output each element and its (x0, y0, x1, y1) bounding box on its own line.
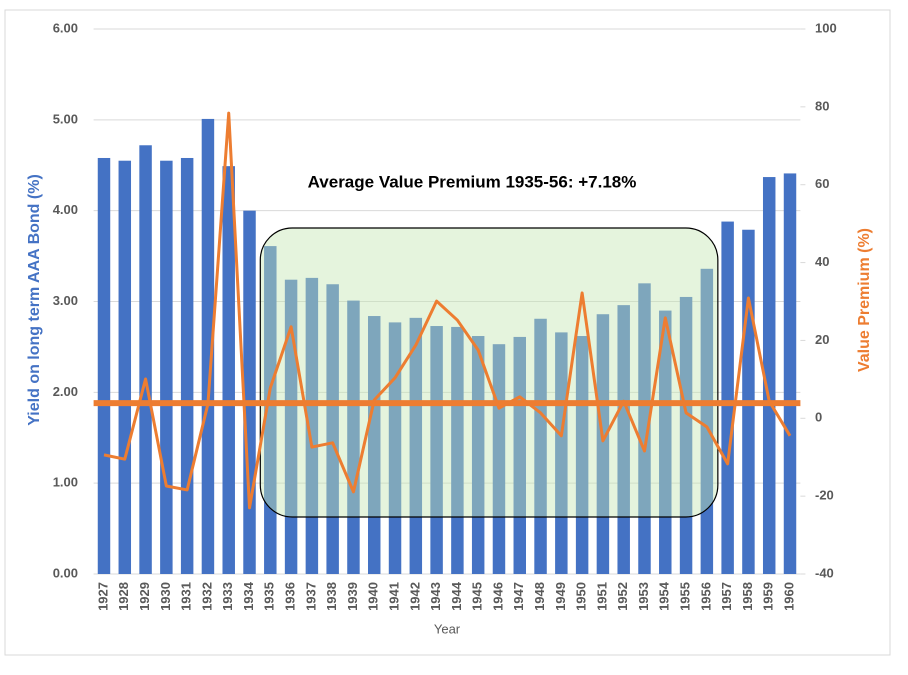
x-tick-label: 1957 (719, 582, 734, 611)
highlight-box (259, 227, 719, 518)
x-tick-label: 1944 (449, 581, 464, 611)
y-tick-label: 4.00 (53, 202, 78, 217)
x-tick-label: 1937 (303, 582, 318, 611)
bar (783, 173, 797, 575)
x-tick-label: 1948 (532, 582, 547, 611)
y2-tick-label: -40 (815, 565, 834, 580)
bar (180, 157, 194, 574)
x-tick-label: 1941 (386, 582, 401, 611)
bar (471, 336, 485, 574)
x-tick-label: 1933 (220, 582, 235, 611)
bar (617, 305, 630, 574)
x-tick-label: 1951 (594, 582, 609, 611)
bar (368, 316, 381, 574)
x-axis-title: Year (434, 621, 461, 636)
x-tick-label: 1929 (137, 582, 152, 611)
x-tick-label: 1928 (116, 582, 131, 611)
y2-tick-label: -20 (815, 488, 834, 503)
bar (160, 160, 173, 575)
y2-tick-label: 0 (815, 410, 822, 425)
x-tick-label: 1946 (490, 582, 505, 611)
bar (305, 277, 319, 574)
x-tick-label: 1950 (574, 582, 589, 611)
bar (201, 118, 215, 575)
bar (243, 210, 256, 574)
y2-tick-label: 60 (815, 176, 829, 191)
x-tick-label: 1931 (179, 582, 194, 611)
x-tick-label: 1935 (262, 582, 277, 611)
bar (97, 157, 111, 574)
bar (222, 166, 235, 575)
y-tick-label: 2.00 (53, 384, 78, 399)
x-tick-label: 1958 (740, 582, 755, 611)
x-tick-label: 1952 (615, 582, 630, 611)
bar (659, 310, 672, 574)
x-tick-label: 1945 (470, 582, 485, 611)
y2-tick-label: 20 (815, 332, 829, 347)
y-tick-label: 5.00 (53, 111, 78, 126)
x-tick-label: 1943 (428, 582, 443, 611)
x-tick-label: 1936 (283, 582, 298, 611)
bar (638, 283, 651, 574)
bar (679, 296, 693, 574)
x-tick-label: 1930 (158, 582, 173, 611)
x-tick-label: 1942 (407, 582, 422, 611)
y-axis-title: Yield on long term AAA Bond (%) (26, 174, 43, 426)
x-tick-label: 1954 (657, 581, 672, 611)
bar (388, 322, 402, 574)
bar (430, 326, 443, 574)
y-tick-label: 6.00 (53, 20, 78, 35)
bar (575, 336, 589, 574)
y2-tick-label: 80 (815, 98, 829, 113)
bar (409, 317, 423, 574)
bar (534, 318, 547, 574)
x-tick-label: 1960 (781, 582, 796, 611)
bar (326, 284, 339, 574)
bar (721, 221, 734, 575)
y-tick-label: 0.00 (53, 565, 78, 580)
y2-tick-label: 40 (815, 254, 829, 269)
bar (513, 336, 526, 574)
x-tick-label: 1927 (95, 582, 110, 611)
y-tick-label: 1.00 (53, 475, 78, 490)
line (103, 111, 792, 510)
x-tick-label: 1949 (553, 582, 568, 611)
x-tick-label: 1947 (511, 582, 526, 611)
x-tick-label: 1934 (241, 581, 256, 611)
bar (762, 177, 776, 574)
y-tick-label: 3.00 (53, 293, 78, 308)
bar (264, 246, 277, 574)
x-tick-label: 1932 (199, 582, 214, 611)
bar (118, 160, 132, 575)
x-tick-label: 1940 (366, 582, 381, 611)
bar (451, 326, 464, 574)
x-tick-label: 1956 (698, 582, 713, 611)
y2-tick-label: 100 (815, 20, 837, 35)
x-tick-label: 1959 (761, 582, 776, 611)
x-tick-label: 1953 (636, 582, 651, 611)
bar (139, 145, 152, 574)
bar (700, 268, 714, 574)
y2-axis-title: Value Premium (%) (856, 228, 873, 372)
bar (596, 314, 610, 574)
x-tick-label: 1938 (324, 582, 339, 611)
x-tick-label: 1955 (678, 582, 693, 611)
x-tick-label: 1939 (345, 582, 360, 611)
bar (347, 300, 360, 574)
annotation: Average Value Premium 1935-56: +7.18% (308, 172, 637, 191)
bar (555, 332, 568, 574)
